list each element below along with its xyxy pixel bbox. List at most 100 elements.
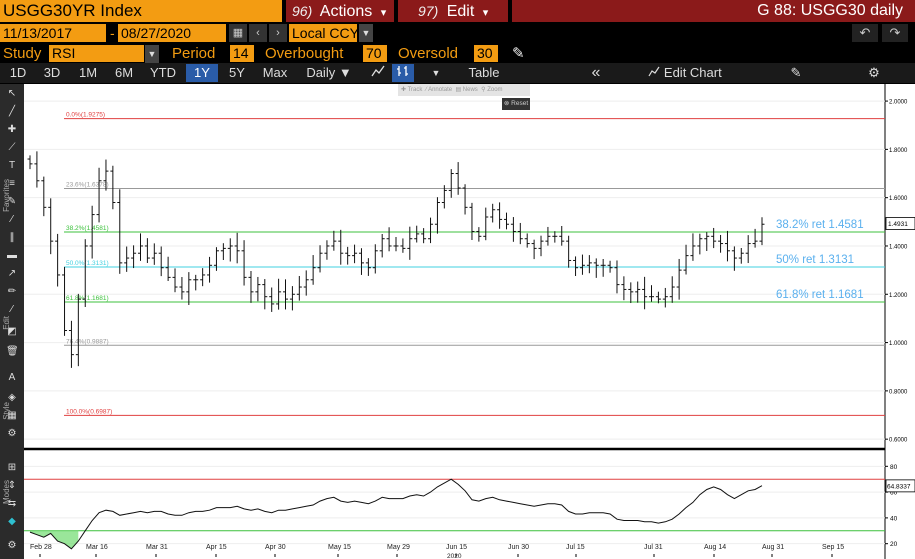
fib-level-label: 23.6%(1.6378) xyxy=(66,182,109,189)
news-button[interactable]: ▤ News xyxy=(455,87,478,93)
oversold-input[interactable]: 30 xyxy=(474,45,498,62)
retracement-annotation[interactable]: 50% ret 1.3131 xyxy=(776,254,854,266)
prev-period-button[interactable]: ‹ xyxy=(249,24,267,42)
overbought-label: Overbought xyxy=(265,45,344,62)
fib-level-label: 100.0%(0.6987) xyxy=(66,408,112,415)
zoom-button[interactable]: ⚲ Zoom xyxy=(481,87,503,93)
crosshair-icon[interactable]: ✚ xyxy=(7,124,17,135)
rsi-line xyxy=(29,478,763,550)
line-tool-icon[interactable]: ╱ xyxy=(8,106,16,117)
actions-shortcut: 96) xyxy=(292,3,313,19)
period-max-button[interactable]: Max xyxy=(262,65,288,80)
period-1m-button[interactable]: 1M xyxy=(78,65,98,80)
mode-icon-1[interactable]: ⊞ xyxy=(7,462,17,473)
edit-chart-button[interactable]: Edit Chart xyxy=(640,64,730,82)
x-tick-label: Jun 30 xyxy=(508,544,529,551)
rsi-last-box xyxy=(885,479,915,493)
y-tick-label: 1.2000 xyxy=(889,293,908,299)
study-label: Study xyxy=(3,45,42,62)
retracement-annotation[interactable]: 38.2% ret 1.4581 xyxy=(776,219,864,231)
oversold-label: Oversold xyxy=(398,45,459,62)
chart-area[interactable]: ↖ ╱ ✚ ⟋ T ≡ ✎ ⁄ ∥ ▬ ↗ ✏ ⁄ ◩ 🗑 A ◈ ▦ ⚙ ⊞ … xyxy=(0,84,915,559)
rsi-tick-label: 40 xyxy=(890,515,898,522)
trash-icon[interactable]: 🗑 xyxy=(6,346,19,357)
period-5y-button[interactable]: 5Y xyxy=(229,65,245,80)
rsi-tick-label: 60 xyxy=(890,490,898,497)
gear-icon[interactable]: ⚙ xyxy=(868,65,880,80)
chevron-down-icon[interactable]: ▼ xyxy=(359,24,373,42)
eraser-icon[interactable]: ◩ xyxy=(7,326,17,337)
paint-icon[interactable]: ◈ xyxy=(8,392,16,403)
settings-icon[interactable]: ⚙ xyxy=(7,540,17,551)
fib-level-label: 50.0%(1.3131) xyxy=(66,260,109,267)
style-label: Style xyxy=(2,402,11,420)
modes-label: Modes xyxy=(2,480,11,505)
period-1d-button[interactable]: 1D xyxy=(9,65,27,80)
frequency-select[interactable]: Daily ▼ xyxy=(306,65,352,80)
x-tick-label: Apr 30 xyxy=(265,544,286,551)
ticker-field[interactable]: USGG30YR Index xyxy=(0,0,282,22)
pencil-icon[interactable]: ✏ xyxy=(7,286,17,297)
gear-small-icon[interactable]: ⚙ xyxy=(7,428,17,439)
mode-icon-2[interactable]: ⇕ xyxy=(7,480,17,491)
text-tool-icon[interactable]: T xyxy=(8,160,16,171)
x-tick-label: Aug 31 xyxy=(762,544,784,551)
pen-icon[interactable]: ✎ xyxy=(512,45,525,62)
ruler-icon[interactable]: ⁄ xyxy=(11,304,13,315)
reset-button[interactable]: ⊗ Reset xyxy=(502,98,530,110)
text-icon[interactable]: A xyxy=(8,372,16,383)
y-tick-label: 1.6000 xyxy=(889,196,908,202)
chart-edit-icon xyxy=(648,65,664,80)
period-ytd-button[interactable]: YTD xyxy=(150,65,176,80)
brush-icon[interactable]: ⁄ xyxy=(11,214,13,225)
period-6m-button[interactable]: 6M xyxy=(114,65,134,80)
study-select[interactable]: RSI xyxy=(49,45,144,62)
period-1y-button[interactable]: 1Y xyxy=(186,64,218,82)
chart-canvas[interactable]: 0.0%(1.9275) 23.6%(1.6378) 38.2%(1.4581) 50… xyxy=(24,84,915,559)
next-period-button[interactable]: › xyxy=(269,24,287,42)
fill-icon[interactable]: ▦ xyxy=(7,410,17,421)
window-title: G 88: USGG30 daily xyxy=(512,0,915,22)
date-range-bar: 11/13/2017 - 08/27/2020 ▦ ‹ › Local CCY … xyxy=(0,23,915,43)
rect-tool-icon[interactable]: ▬ xyxy=(7,250,17,261)
calendar-icon[interactable]: ▦ xyxy=(229,24,247,42)
mode-icon-3[interactable]: ⇆ xyxy=(7,498,17,509)
actions-menu[interactable]: 96) Actions ▾ xyxy=(286,0,394,22)
rsi-last-label: 64.8337 xyxy=(887,483,911,490)
fib-tool-icon[interactable]: ≡ xyxy=(9,178,15,189)
x-tick-label: Mar 16 xyxy=(86,544,108,551)
retracement-annotation[interactable]: 61.8% ret 1.1681 xyxy=(776,289,864,301)
start-date-input[interactable]: 11/13/2017 xyxy=(0,24,106,42)
y-tick-label: 0.8000 xyxy=(889,389,908,395)
table-button[interactable]: Table xyxy=(468,65,500,80)
annotate-icon[interactable]: ✎ xyxy=(790,65,802,80)
reset-label: Reset xyxy=(511,100,529,107)
annotate-button[interactable]: ⁄ Annotate xyxy=(425,87,453,93)
chart-toolbar: 1D 3D 1M 6M YTD 1Y 5Y Max Daily ▼ ▼ Table « Edi… xyxy=(0,63,915,83)
chevron-down-icon[interactable]: ▼ xyxy=(145,45,159,63)
currency-select[interactable]: Local CCY xyxy=(289,24,357,42)
channel-icon[interactable]: ∥ xyxy=(9,232,15,243)
trend-tool-icon[interactable]: ⟋ xyxy=(8,142,16,153)
edit-menu[interactable]: 97) Edit ▾ xyxy=(398,0,508,22)
overbought-input[interactable]: 70 xyxy=(363,45,387,62)
period-input[interactable]: 14 xyxy=(230,45,254,62)
y-tick-label: 2.0000 xyxy=(889,100,908,106)
redo-button[interactable]: ↷ xyxy=(882,24,908,42)
undo-button[interactable]: ↶ xyxy=(852,24,878,42)
collapse-icon[interactable]: « xyxy=(591,64,601,81)
y-tick-label: 1.4000 xyxy=(889,244,908,250)
arrow-tool-icon[interactable]: ↗ xyxy=(7,268,17,279)
end-date-input[interactable]: 08/27/2020 xyxy=(118,24,226,42)
bar-chart-icon[interactable] xyxy=(392,64,414,82)
track-button[interactable]: ✚ Track xyxy=(401,87,423,93)
period-3d-button[interactable]: 3D xyxy=(43,65,61,80)
pen-tool-icon[interactable]: ✎ xyxy=(7,196,17,207)
line-chart-icon[interactable] xyxy=(368,64,388,82)
x-tick-label: Jun 15 xyxy=(446,544,467,551)
cursor-icon[interactable]: ↖ xyxy=(7,88,17,99)
mode-icon-4[interactable]: ◆ xyxy=(8,516,16,527)
chevron-down-icon[interactable]: ▼ xyxy=(431,68,441,78)
x-tick-label: Mar 31 xyxy=(146,544,168,551)
edit-shortcut: 97) xyxy=(418,3,439,19)
